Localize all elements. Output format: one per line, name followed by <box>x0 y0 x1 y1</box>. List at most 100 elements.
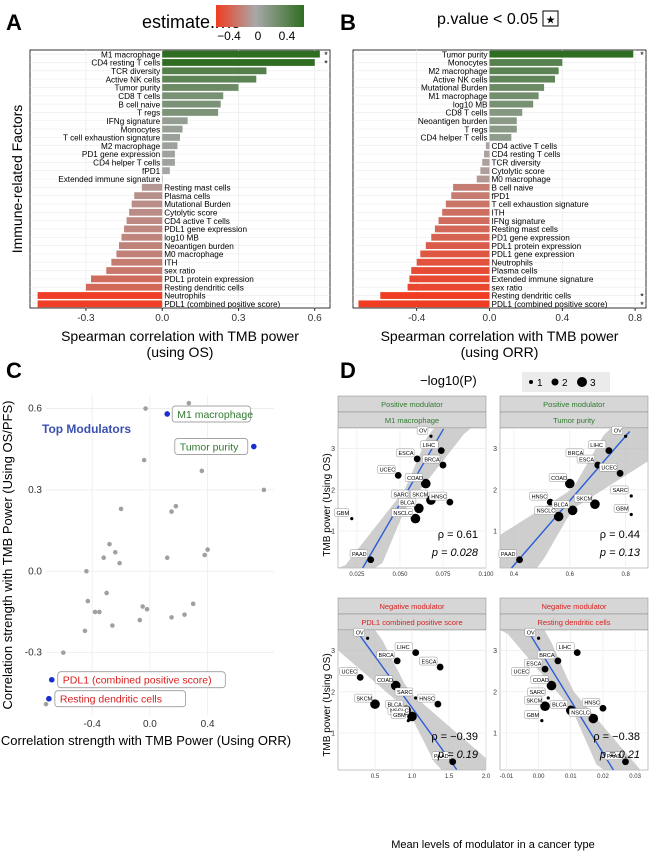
panelB-bar-label-neutrophils: Neutrophils <box>491 258 532 267</box>
panelD-facet-3-ytick-label-0: 1 <box>493 730 497 737</box>
panelD-facet-1-label-nsclc: NSCLC <box>537 509 556 515</box>
panelD-facet-2-confidence-band <box>338 630 486 770</box>
panelB-bar-m0-macrophage <box>476 175 490 183</box>
panelA-bar-label-tumor-purity: Tumor purity <box>115 84 162 93</box>
panelA-bar-pdl1-combined-positive-score <box>37 300 163 308</box>
panelA-xtick-label-1: 0.0 <box>155 313 169 324</box>
panelA-bar-label-resting-dendritic-cells: Resting dendritic cells <box>164 283 244 292</box>
panelC-label-resting-dendritic-cells: Resting dendritic cells <box>60 694 162 706</box>
panelA-bar-t-regs <box>162 109 219 116</box>
panelA-bar-label-pdl1-protein-expression: PDL1 protein expression <box>164 275 254 284</box>
panelA-star-m1-macrophage: * <box>324 50 328 60</box>
panelB-bar-label-m0-macrophage: M0 macrophage <box>491 175 551 184</box>
panelD-facet-0-modulator-label: M1 macrophage <box>385 416 439 425</box>
rho-legend-tick-high: 0.4 <box>279 29 296 43</box>
panelC-point-22 <box>101 555 107 561</box>
logp-size-1-label: 1 <box>537 378 543 389</box>
panelB-bar-label-b-cell-naive: B cell naive <box>491 184 533 193</box>
panelD-facet-3-point-esca <box>541 665 549 673</box>
panelC-ylabel: Correlation strength with TMB Power (Usi… <box>0 401 15 710</box>
panelD-facet-3-ytick-label-2: 3 <box>493 648 497 655</box>
panelB-bar-label-log10-mb: log10 MB <box>453 100 488 109</box>
panelD-facet-1-label-skcm: SKCM <box>576 496 592 502</box>
panelD-facet-3-label-box-ov <box>524 628 536 637</box>
panelC-point-12 <box>143 406 148 411</box>
panelD-facet-2-label-esca: ESCA <box>421 659 436 665</box>
panelB-xtick-label-2: 0.4 <box>555 313 569 324</box>
panelA-bar-cd4-resting-t-cells <box>162 59 315 66</box>
panelB-bar-label-pd1-gene-expression: PD1 gene expression <box>491 233 570 242</box>
panelA-bar-pd1-gene-expression <box>162 150 175 158</box>
panelB-bar-pdl1-combined-positive-score <box>358 300 490 308</box>
panelA-bar-log10-mb <box>121 233 163 241</box>
panelB-bar-label-cd8-t-cells: CD8 T cells <box>445 109 487 118</box>
logp-size-1-marker <box>529 380 533 384</box>
panelD-facet-3-label-esca: ESCA <box>526 661 541 667</box>
panelD-facet-3-label-gbm: GBM <box>527 713 540 719</box>
panelD-facet-0-label-box-gbm <box>334 508 349 517</box>
panelD-facet-3-label-hnsc: HNSC <box>584 700 600 706</box>
panelD-facet-2-xtick-label-0: 0.5 <box>371 774 380 780</box>
panelD-facet-2-point-lihc <box>412 649 420 657</box>
panelC-point-16 <box>118 506 124 512</box>
panelA-bar-active-nk-cells <box>162 75 257 83</box>
panelD-facet-1-point-gbm <box>629 512 633 517</box>
panelC-point-21 <box>104 590 109 596</box>
panelD-facet-2-ytick-label-2: 3 <box>331 648 335 655</box>
panelC-point-10 <box>164 555 170 561</box>
panelD-facet-2-label-box-ucec <box>339 667 358 676</box>
panelA-xtick-label-2: 0.3 <box>232 313 246 324</box>
panelA-ylabel: Immune-related Factors <box>9 105 25 254</box>
panelD-facet-3-label-nsclc: NSCLC <box>571 711 590 717</box>
panelD-facet-1-point-coad <box>565 478 575 489</box>
panelA-bar-label-ith: ITH <box>164 258 177 267</box>
panelD-facet-0-xtick-label-1: 0.050 <box>392 572 408 578</box>
panelD-facet-0: Positive modulator M1 macrophage OV LIHC BRC… <box>331 395 494 578</box>
panelD-facet-2-label-box-brca <box>376 650 395 660</box>
panelD-facet-0-ytick-label-0: 1 <box>331 528 335 535</box>
panelD-facet-0-label-box-coad <box>404 473 423 482</box>
panelD-facet-2-label-box-coad <box>374 675 393 684</box>
panelB-bar-label-cd4-active-t-cells: CD4 active T cells <box>491 142 557 151</box>
panelA-bar-label-sex-ratio: sex ratio <box>164 267 195 276</box>
panelD-facet-0-xtick-label-3: 0.100 <box>478 572 494 578</box>
panelD-facet-1-label-blca: BLCA <box>554 503 569 509</box>
panelD-facet-2-label-box-esca <box>419 656 438 666</box>
panelD-facet-1-xtick-label-0: 0.4 <box>510 572 519 578</box>
panelA-bar-label-t-regs: T regs <box>137 109 160 118</box>
panelB-bar-fpd1 <box>451 192 490 200</box>
panelD-facet-2-label-box-sarc <box>394 687 413 697</box>
panelB-bar-monocytes <box>489 59 563 66</box>
panelD-facet-1-group-label: Positive modulator <box>543 400 605 409</box>
panelB-bar-label-tcr-diversity: TCR diversity <box>491 159 541 168</box>
panelD-facet-3-label-box-gbm <box>524 710 540 719</box>
panelC-point-23 <box>97 609 102 615</box>
panelD-facet-2-label-box-paad <box>431 751 450 760</box>
panelD-facet-0-label-box-nsclc <box>391 508 413 517</box>
panelB-bar-mutational-burden <box>489 84 545 91</box>
panelD-ylabel-top: TMB power (Using OS) <box>322 453 333 556</box>
panelD-facet-0-point-hnsc <box>446 498 454 506</box>
panelD-facet-3-rho: ρ = −0.38 <box>593 731 640 743</box>
panelB-bar-resting-mast-cells <box>434 225 490 233</box>
panelA-bar-fpd1 <box>162 167 170 175</box>
panelD-facet-1-label-box-blca <box>551 500 570 509</box>
panelA-bar-label-resting-mast-cells: Resting mast cells <box>164 184 230 193</box>
panelD-facet-1-point-nsclc <box>553 511 564 522</box>
panelD-facet-2-point-ov <box>366 636 370 640</box>
p-legend: p.value < 0.05 ★ <box>437 10 559 28</box>
panelD-facet-2-label-brca: BRCA <box>379 653 395 659</box>
panelA-bar-label-monocytes: Monocytes <box>121 125 161 134</box>
panelC-title: Top Modulators <box>42 422 131 436</box>
panelB-bar-t-regs <box>489 125 517 133</box>
panelC-label-m1-macrophage: M1 macrophage <box>177 409 253 421</box>
panelD-facet-2-label-coad: COAD <box>377 678 393 684</box>
panelD-facet-3-point-skcm <box>540 701 550 711</box>
panelD-facet-2-rho: ρ = −0.39 <box>431 731 478 743</box>
panelB-xtick-label-0: -0.4 <box>408 313 426 324</box>
p-legend-label: p.value < 0.05 <box>437 11 538 28</box>
panelD-facet-0-rho: ρ = 0.61 <box>438 529 478 541</box>
panelD-facet-1-label-ucec: UCEC <box>601 465 617 471</box>
panelD-facet-2: Negative modulator PDL1 combined positive… <box>331 597 491 780</box>
panelD-facet-0-xtick-label-2: 0.075 <box>435 572 451 578</box>
